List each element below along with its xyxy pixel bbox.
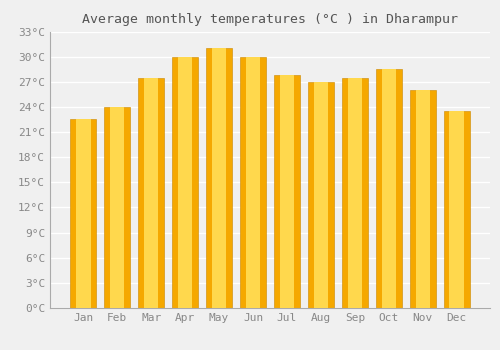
- Bar: [138, 78, 164, 308]
- Bar: [206, 48, 233, 308]
- Bar: [314, 82, 328, 308]
- Bar: [348, 78, 362, 308]
- Bar: [76, 119, 90, 308]
- Bar: [410, 90, 436, 308]
- Bar: [444, 111, 470, 308]
- Bar: [274, 75, 300, 308]
- Bar: [240, 57, 266, 308]
- Title: Average monthly temperatures (°C ) in Dharampur: Average monthly temperatures (°C ) in Dh…: [82, 13, 458, 26]
- Bar: [280, 75, 294, 308]
- Bar: [450, 111, 464, 308]
- Bar: [110, 107, 124, 308]
- Bar: [376, 69, 402, 308]
- Bar: [246, 57, 260, 308]
- Bar: [416, 90, 430, 308]
- Bar: [212, 48, 226, 308]
- Bar: [104, 107, 130, 308]
- Bar: [178, 57, 192, 308]
- Bar: [308, 82, 334, 308]
- Bar: [342, 78, 368, 308]
- Bar: [172, 57, 199, 308]
- Bar: [382, 69, 396, 308]
- Bar: [70, 119, 96, 308]
- Bar: [144, 78, 158, 308]
